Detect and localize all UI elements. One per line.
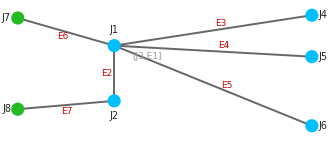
Text: J5: J5 (318, 52, 328, 62)
Text: E5: E5 (221, 81, 233, 90)
Text: J4: J4 (318, 10, 328, 20)
Point (15, 17, 20, 19)
Point (309, 14, 315, 16)
Text: E7: E7 (61, 107, 73, 116)
Text: E4: E4 (218, 41, 229, 50)
Text: J8: J8 (2, 104, 11, 114)
Point (309, 56, 315, 58)
Text: E2: E2 (101, 69, 112, 78)
Text: E3: E3 (215, 19, 227, 27)
Text: [J3,E1]: [J3,E1] (132, 52, 161, 61)
Point (309, 125, 315, 127)
Text: J1: J1 (110, 25, 119, 35)
Point (112, 45, 117, 47)
Text: E6: E6 (57, 32, 68, 41)
Text: J7: J7 (2, 13, 11, 23)
Text: J2: J2 (110, 111, 119, 121)
Point (15, 108, 20, 110)
Text: J6: J6 (318, 121, 328, 131)
Point (112, 100, 117, 102)
